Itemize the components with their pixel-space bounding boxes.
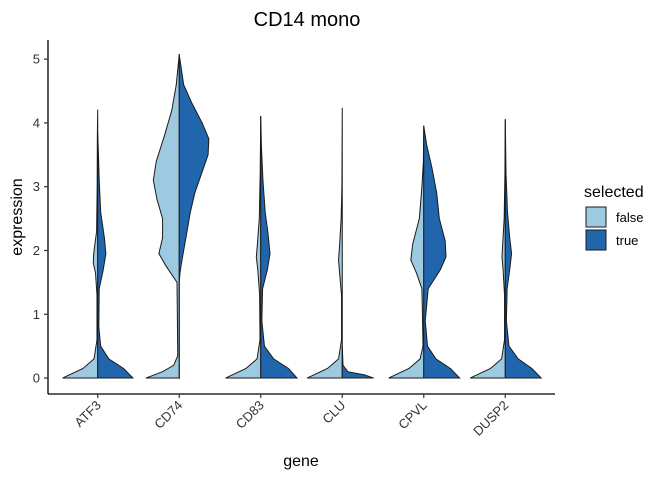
x-tick-label: ATF3 (71, 398, 103, 430)
chart-title: CD14 mono (254, 9, 361, 31)
violin-true-atf3 (97, 132, 135, 379)
violin-true-cpvl (423, 125, 461, 379)
x-tick-label: CD74 (151, 398, 185, 432)
x-tick-label: CD83 (233, 398, 267, 432)
x-axis-title: gene (283, 453, 319, 470)
violin-false-cd74 (145, 54, 180, 379)
y-tick-label: 0 (33, 371, 40, 386)
legend-swatch-false (585, 206, 607, 228)
x-tick-label: CPVL (395, 398, 430, 433)
x-tick-label: CLU (319, 398, 348, 427)
y-tick-label: 3 (33, 179, 40, 194)
y-tick-label: 2 (33, 243, 40, 258)
legend-label-true: true (616, 233, 638, 248)
x-tick-label: DUSP2 (470, 398, 511, 439)
violin-false-atf3 (62, 109, 99, 379)
legend: selected false true (584, 184, 644, 251)
violin-false-cpvl (388, 125, 425, 379)
legend-title: selected (584, 184, 644, 201)
violin-false-clu (306, 107, 343, 379)
plot-area: 0 1 2 3 4 5 ATF3 CD74 CD83 CLU CPVL DUSP2 (33, 40, 555, 439)
y-ticks: 0 1 2 3 4 5 (33, 52, 48, 386)
violin-false-cd83 (225, 116, 262, 379)
legend-swatch-true (585, 229, 607, 251)
violins (62, 54, 543, 380)
x-ticks: ATF3 CD74 CD83 CLU CPVL DUSP2 (71, 394, 511, 439)
legend-label-false: false (616, 210, 643, 225)
legend-items: false true (585, 206, 643, 251)
violin-true-cd74 (178, 54, 210, 380)
violin-true-cd83 (260, 116, 299, 379)
y-axis-title: expression (9, 178, 26, 255)
y-tick-label: 1 (33, 307, 40, 322)
y-tick-label: 4 (33, 115, 40, 130)
y-tick-label: 5 (33, 52, 40, 67)
violin-true-clu (341, 345, 374, 379)
violin-false-dusp2 (469, 119, 506, 379)
violin-true-dusp2 (504, 119, 543, 379)
